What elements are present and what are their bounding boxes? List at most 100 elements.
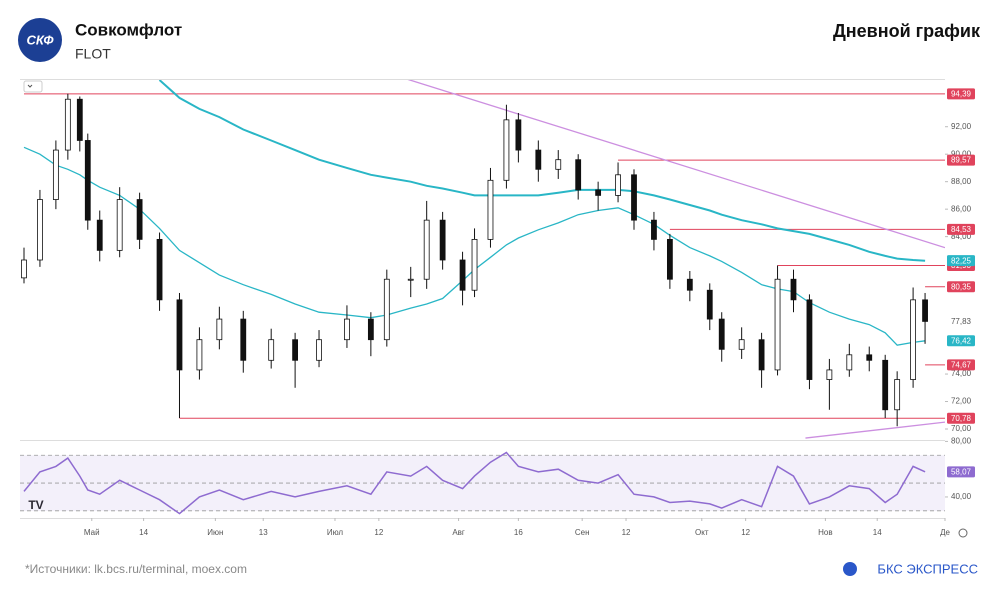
- price-tag: [947, 88, 975, 100]
- candle-body: [503, 119, 510, 181]
- candle-body: [216, 318, 223, 341]
- candle-body: [64, 98, 71, 151]
- candle-body: [555, 159, 562, 170]
- x-tick-label: Июн: [207, 528, 223, 537]
- candle-body: [52, 149, 59, 200]
- candle-body: [910, 299, 917, 380]
- y-tick-label: 86,00: [951, 204, 972, 213]
- brand: БКС ЭКСПРЕСС: [877, 561, 978, 576]
- candle-body: [738, 339, 745, 350]
- right-title: Дневной график: [833, 21, 981, 41]
- candle-body: [706, 289, 713, 320]
- candle-body: [595, 189, 602, 196]
- x-tick-label: 14: [139, 528, 148, 537]
- candle-body: [615, 174, 621, 196]
- collapse-button[interactable]: [23, 80, 43, 93]
- candle-body: [344, 318, 350, 341]
- price-tag-label: 84,53: [951, 225, 972, 234]
- candle-body: [407, 278, 414, 281]
- price-tag: [947, 154, 975, 166]
- candle-body: [136, 199, 143, 240]
- y-tick-label: 90,00: [951, 149, 972, 158]
- trend-line: [407, 80, 945, 249]
- x-tick-label: Окт: [695, 528, 709, 537]
- candle-body: [651, 219, 657, 240]
- candle-body: [806, 299, 813, 380]
- candle-body: [96, 219, 103, 251]
- candle-body: [575, 159, 582, 191]
- candle-body: [439, 219, 446, 261]
- logo: [18, 18, 62, 62]
- axes: 92,00 90,00 88,00 86,00 84,00 74,00 72,00 70,00…: [84, 88, 975, 537]
- candle-body: [718, 318, 725, 350]
- candle-body: [922, 299, 928, 322]
- candle-body: [21, 259, 27, 279]
- price-tag: [947, 466, 975, 478]
- candle-body: [846, 354, 853, 371]
- tv-logo: TV: [28, 498, 43, 512]
- y-tick-label: 80,00: [951, 436, 972, 445]
- price-tag-label: 74,67: [951, 360, 972, 369]
- rsi-line: [23, 451, 926, 515]
- candle-body: [37, 199, 43, 261]
- candle-body: [882, 359, 889, 411]
- x-tick-label: Май: [84, 528, 100, 537]
- logo-text: СКФ: [26, 32, 54, 47]
- x-tick-label: 12: [374, 528, 383, 537]
- x-tick-label: Авг: [452, 528, 465, 537]
- moving-average: [158, 80, 926, 262]
- candle-body: [631, 174, 637, 221]
- x-tick-label: Июл: [327, 528, 344, 537]
- price-tag: [947, 255, 975, 267]
- candle-body: [515, 119, 522, 151]
- source: *Источники: lk.bcs.ru/terminal, moex.com: [25, 562, 247, 576]
- y-tick-label: 74,00: [951, 369, 972, 378]
- settings-icon[interactable]: [958, 528, 968, 538]
- candle-body: [459, 259, 466, 291]
- y-tick-label: 70,00: [951, 424, 972, 433]
- candle-body: [866, 354, 873, 361]
- candle-body: [471, 238, 478, 291]
- x-tick-label: 14: [873, 528, 882, 537]
- price-tag-label: 94,39: [951, 89, 972, 98]
- trend-line: [805, 421, 945, 439]
- candle-body: [292, 339, 299, 361]
- candle-body: [76, 98, 83, 141]
- last-price-label: 77,83: [951, 317, 972, 326]
- title: Совкомфлот: [75, 20, 182, 39]
- candle-body: [826, 369, 833, 380]
- candle-body: [316, 339, 322, 361]
- price-tag-label: 76,42: [951, 336, 972, 345]
- candle-body: [790, 278, 797, 301]
- candle-body: [367, 318, 374, 341]
- candle-body: [686, 278, 693, 291]
- candle-body: [383, 278, 390, 341]
- x-tick-label: 12: [622, 528, 631, 537]
- candle-body: [666, 238, 673, 280]
- price-tag-label: 82,25: [951, 256, 972, 265]
- x-tick-label: Нов: [818, 528, 832, 537]
- price-tag: [947, 281, 975, 293]
- chevron: [27, 84, 33, 88]
- x-tick-label: 12: [741, 528, 750, 537]
- price-pane: [21, 80, 945, 439]
- ticker: FLOT: [75, 46, 111, 62]
- y-tick-label: 92,00: [951, 122, 972, 131]
- rsi-pane: [20, 451, 945, 515]
- candle-body: [487, 179, 494, 240]
- price-tag: [947, 335, 975, 347]
- x-tick-label: 13: [259, 528, 268, 537]
- candle-body: [268, 339, 275, 361]
- price-tag: [947, 412, 975, 424]
- price-tag-label: 89,57: [951, 156, 972, 165]
- y-tick-label: 84,00: [951, 232, 972, 241]
- price-tag: [947, 223, 975, 235]
- price-tag-label: 70,78: [951, 414, 972, 423]
- candle-body: [423, 219, 430, 280]
- candle-body: [176, 299, 183, 371]
- price-tag-label: 80,35: [951, 282, 972, 291]
- moving-average: [23, 146, 926, 346]
- candle-body: [535, 149, 542, 170]
- x-tick-label: Де: [940, 528, 950, 537]
